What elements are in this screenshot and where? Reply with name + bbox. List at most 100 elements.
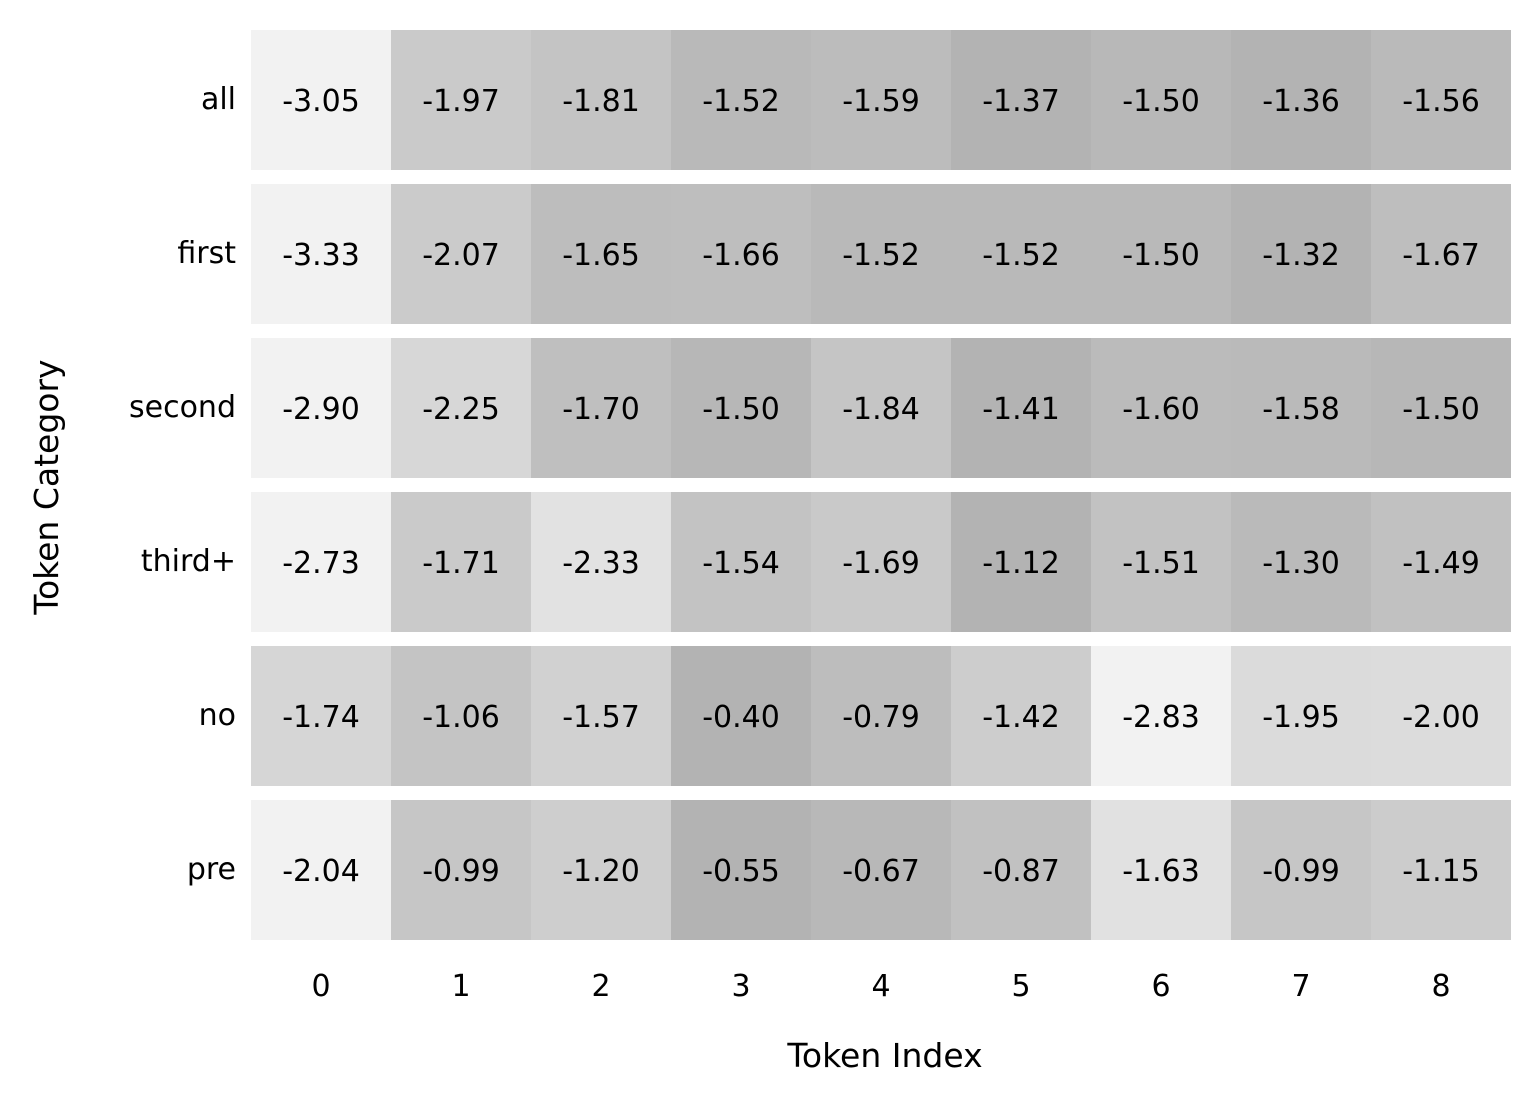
heatmap-cell	[531, 30, 671, 170]
x-tick-label: 0	[311, 969, 330, 1004]
heatmap-cell	[1091, 492, 1231, 632]
cell-value-label: -1.58	[1262, 392, 1340, 427]
y-axis-label: Token Category	[27, 359, 66, 615]
heatmap-cell	[1231, 184, 1371, 324]
heatmap-cell	[391, 492, 531, 632]
x-axis-label: Token Index	[786, 1036, 982, 1075]
heatmap-cell	[671, 184, 811, 324]
heatmap-cell	[671, 646, 811, 786]
heatmap-cell	[811, 800, 951, 940]
x-tick-label: 6	[1151, 969, 1170, 1004]
y-tick-label: second	[129, 390, 236, 425]
cell-value-label: -0.40	[702, 700, 780, 735]
heatmap-cell	[671, 492, 811, 632]
heatmap-cell	[391, 338, 531, 478]
cell-value-label: -1.32	[1262, 238, 1340, 273]
heatmap-cell	[251, 30, 391, 170]
heatmap-cell	[391, 184, 531, 324]
cell-value-label: -1.81	[562, 84, 640, 119]
cell-value-label: -1.56	[1402, 84, 1480, 119]
cell-value-label: -1.59	[842, 84, 920, 119]
cell-value-label: -1.37	[982, 84, 1060, 119]
cell-value-label: -1.50	[702, 392, 780, 427]
cell-value-label: -1.66	[702, 238, 780, 273]
y-tick-label: first	[177, 236, 236, 271]
heatmap-cell	[391, 646, 531, 786]
x-tick-label: 7	[1291, 969, 1310, 1004]
y-tick-label: no	[199, 698, 236, 733]
heatmap-cell	[251, 800, 391, 940]
heatmap-cell	[811, 338, 951, 478]
heatmap-cell	[1231, 646, 1371, 786]
cell-value-label: -2.00	[1402, 700, 1480, 735]
cell-value-label: -0.87	[982, 854, 1060, 889]
cell-value-label: -2.25	[422, 392, 500, 427]
cell-value-label: -1.41	[982, 392, 1060, 427]
cell-value-label: -3.33	[282, 238, 360, 273]
y-tick-label: pre	[187, 852, 236, 887]
heatmap-cell	[1371, 30, 1511, 170]
heatmap-cell	[391, 30, 531, 170]
cell-value-label: -0.55	[702, 854, 780, 889]
x-tick-label: 8	[1431, 969, 1450, 1004]
cell-value-label: -2.83	[1122, 700, 1200, 735]
cell-value-label: -1.60	[1122, 392, 1200, 427]
cell-value-label: -1.52	[842, 238, 920, 273]
heatmap-cell	[1371, 492, 1511, 632]
heatmap-cell	[251, 646, 391, 786]
cell-value-label: -1.20	[562, 854, 640, 889]
cell-value-label: -1.06	[422, 700, 500, 735]
y-tick-label: third+	[141, 544, 236, 579]
heatmap-cell	[1231, 800, 1371, 940]
x-tick-label: 5	[1011, 969, 1030, 1004]
cell-value-label: -1.15	[1402, 854, 1480, 889]
cell-value-label: -1.54	[702, 546, 780, 581]
heatmap-cell	[531, 338, 671, 478]
cell-value-label: -2.04	[282, 854, 360, 889]
cell-value-label: -2.07	[422, 238, 500, 273]
cell-value-label: -0.99	[1262, 854, 1340, 889]
heatmap-cell	[951, 800, 1091, 940]
heatmap-cell	[811, 184, 951, 324]
cell-value-label: -1.52	[702, 84, 780, 119]
heatmap-cell	[951, 492, 1091, 632]
heatmap-cell	[251, 184, 391, 324]
heatmap-cell	[951, 646, 1091, 786]
cell-value-label: -1.52	[982, 238, 1060, 273]
cell-value-label: -0.79	[842, 700, 920, 735]
x-tick-label: 3	[731, 969, 750, 1004]
heatmap-cell	[1231, 492, 1371, 632]
cell-value-label: -1.50	[1122, 84, 1200, 119]
heatmap-cell	[811, 30, 951, 170]
heatmap-cell	[811, 492, 951, 632]
cell-value-label: -1.71	[422, 546, 500, 581]
heatmap-cell	[1091, 800, 1231, 940]
cell-value-label: -1.50	[1122, 238, 1200, 273]
cell-value-label: -1.69	[842, 546, 920, 581]
cell-value-label: -1.95	[1262, 700, 1340, 735]
cell-value-label: -1.74	[282, 700, 360, 735]
heatmap-cell	[531, 492, 671, 632]
cell-value-label: -1.57	[562, 700, 640, 735]
heatmap-cell	[811, 646, 951, 786]
heatmap-cell	[531, 646, 671, 786]
cell-value-label: -1.51	[1122, 546, 1200, 581]
cell-value-label: -1.12	[982, 546, 1060, 581]
heatmap-cell	[951, 338, 1091, 478]
cell-value-label: -3.05	[282, 84, 360, 119]
heatmap-cell	[1091, 30, 1231, 170]
heatmap-cell	[251, 338, 391, 478]
cell-value-label: -1.42	[982, 700, 1060, 735]
heatmap-cell	[1371, 338, 1511, 478]
heatmap-cell	[1231, 338, 1371, 478]
cell-value-label: -1.49	[1402, 546, 1480, 581]
cell-value-label: -1.50	[1402, 392, 1480, 427]
cell-value-label: -1.97	[422, 84, 500, 119]
cell-value-label: -1.70	[562, 392, 640, 427]
heatmap-cell	[671, 338, 811, 478]
cell-value-label: -1.30	[1262, 546, 1340, 581]
heatmap-cell	[671, 30, 811, 170]
heatmap-cell	[1091, 184, 1231, 324]
